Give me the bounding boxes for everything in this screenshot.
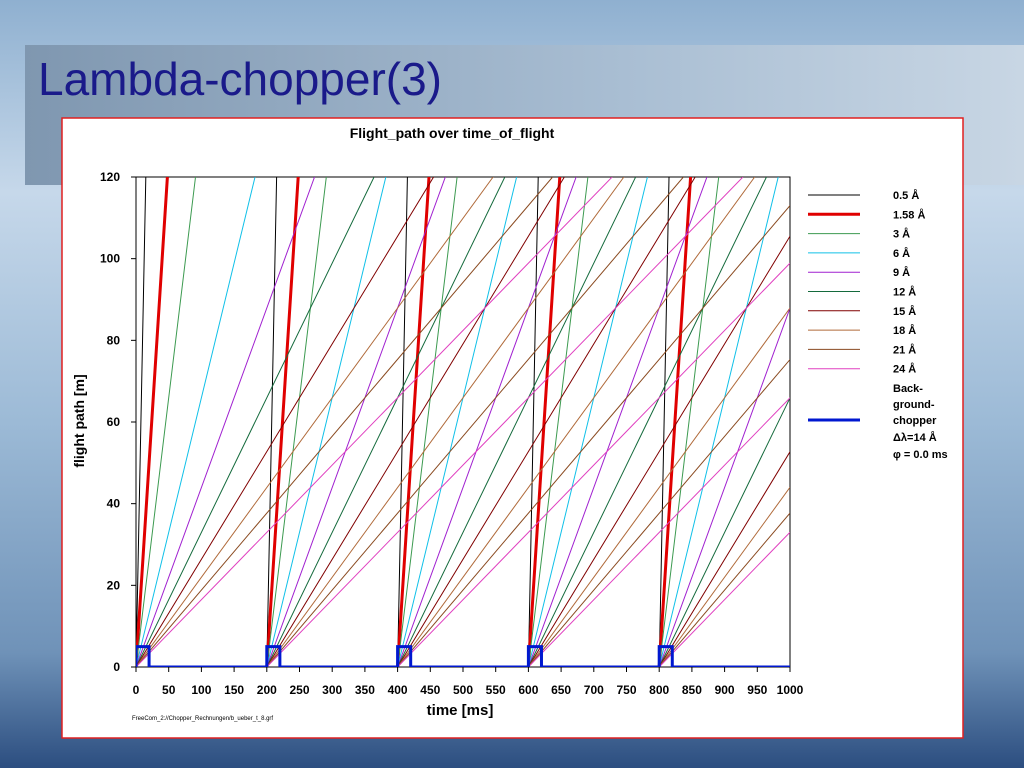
x-tick-label: 150	[224, 683, 244, 697]
x-tick-label: 450	[420, 683, 440, 697]
x-tick-label: 700	[584, 683, 604, 697]
series-line	[136, 177, 790, 667]
legend-label: 24 Å	[893, 363, 916, 376]
x-tick-label: 1000	[777, 683, 804, 697]
x-tick-label: 600	[518, 683, 538, 697]
x-tick-label: 200	[257, 683, 277, 697]
legend-label: 3 Å	[893, 228, 910, 241]
x-tick-label: 350	[355, 683, 375, 697]
legend-label: 15 Å	[893, 305, 916, 318]
legend-label: 6 Å	[893, 247, 910, 260]
x-tick-label: 0	[133, 683, 140, 697]
x-tick-label: 100	[191, 683, 211, 697]
series-line	[136, 177, 790, 667]
legend-label: 9 Å	[893, 266, 910, 279]
plot-lines	[136, 177, 790, 667]
y-tick-label: 40	[107, 497, 121, 511]
chart-title: Flight_path over time_of_flight	[350, 125, 555, 141]
series-line	[136, 177, 790, 667]
x-tick-label: 950	[747, 683, 767, 697]
x-tick-label: 400	[388, 683, 408, 697]
legend-note: Δλ=14 Å	[893, 431, 937, 444]
legend-label: 21 Å	[893, 343, 916, 356]
series-line	[136, 177, 790, 667]
x-axis-label: time [ms]	[427, 702, 494, 719]
x-tick-label: 250	[289, 683, 309, 697]
series-line	[136, 177, 670, 667]
x-tick-label: 850	[682, 683, 702, 697]
series-line	[136, 177, 790, 667]
y-tick-label: 100	[100, 252, 120, 266]
y-tick-label: 20	[107, 578, 121, 592]
legend-label: 12 Å	[893, 286, 916, 299]
legend-label: ground-	[893, 399, 935, 411]
chart-frame	[61, 117, 964, 739]
legend-label: Back-	[893, 383, 923, 395]
slide-title: Lambda-chopper(3)	[38, 53, 443, 105]
x-tick-label: 500	[453, 683, 473, 697]
y-tick-label: 60	[107, 415, 121, 429]
legend-label: chopper	[893, 415, 937, 427]
series-line	[136, 645, 790, 667]
legend-label: 0.5 Å	[893, 189, 919, 202]
x-tick-label: 300	[322, 683, 342, 697]
y-tick-label: 0	[113, 660, 120, 674]
x-tick-label: 900	[715, 683, 735, 697]
y-tick-label: 120	[100, 170, 120, 184]
y-tick-label: 80	[107, 333, 121, 347]
x-tick-label: 750	[616, 683, 636, 697]
series-line	[136, 177, 779, 667]
y-axis-label: flight path [m]	[71, 374, 87, 467]
x-tick-label: 550	[486, 683, 506, 697]
series-line	[136, 177, 693, 667]
legend-label: 18 Å	[893, 324, 916, 337]
x-tick-label: 50	[162, 683, 176, 697]
legend-note: φ = 0.0 ms	[893, 449, 948, 461]
x-tick-label: 650	[551, 683, 571, 697]
series-line	[136, 177, 720, 667]
x-tick-label: 800	[649, 683, 669, 697]
legend-label: 1.58 Å	[893, 208, 925, 221]
footer: FreeCom_2://Chopper_Rechnungen/b_ueber_t…	[132, 716, 273, 722]
series-line	[136, 177, 790, 667]
